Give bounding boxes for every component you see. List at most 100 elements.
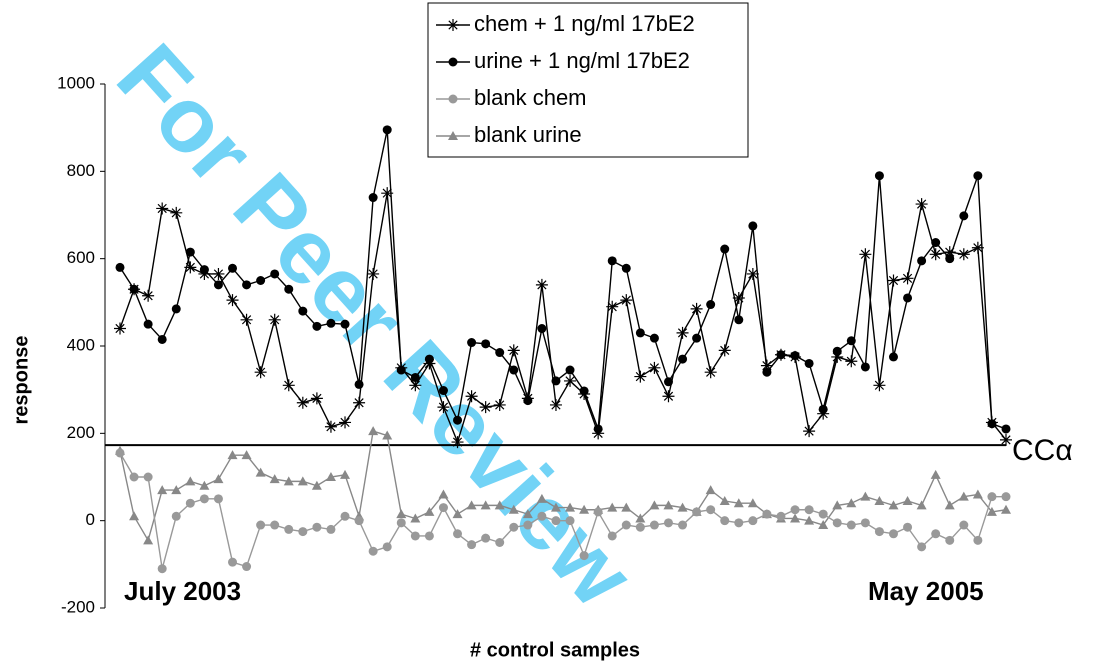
marker bbox=[480, 500, 491, 510]
marker bbox=[592, 427, 605, 440]
marker bbox=[874, 496, 885, 506]
marker bbox=[957, 248, 970, 261]
marker bbox=[226, 294, 239, 307]
marker bbox=[381, 187, 394, 200]
marker bbox=[690, 302, 703, 315]
annotation: July 2003 bbox=[124, 576, 241, 606]
marker bbox=[663, 500, 674, 510]
marker bbox=[873, 379, 886, 392]
marker bbox=[142, 289, 155, 302]
marker bbox=[537, 511, 547, 521]
marker bbox=[115, 262, 125, 272]
marker bbox=[157, 334, 167, 344]
marker bbox=[298, 306, 308, 316]
legend-marker bbox=[448, 94, 458, 104]
marker bbox=[395, 361, 408, 374]
marker bbox=[985, 416, 998, 429]
marker bbox=[719, 496, 730, 506]
marker bbox=[481, 533, 491, 543]
marker bbox=[818, 520, 829, 530]
marker bbox=[706, 505, 716, 515]
marker bbox=[536, 493, 547, 503]
marker bbox=[621, 502, 632, 512]
marker bbox=[157, 485, 168, 495]
marker bbox=[254, 366, 267, 379]
marker bbox=[452, 509, 463, 519]
marker bbox=[564, 374, 577, 387]
marker bbox=[129, 472, 139, 482]
marker bbox=[465, 390, 478, 403]
y-tick-label: 600 bbox=[67, 248, 95, 267]
marker bbox=[185, 247, 195, 257]
marker bbox=[648, 361, 661, 374]
marker bbox=[760, 359, 773, 372]
marker bbox=[705, 485, 716, 495]
legend-label: blank urine bbox=[474, 122, 582, 147]
marker bbox=[269, 474, 280, 484]
marker bbox=[353, 396, 366, 409]
marker bbox=[649, 520, 659, 530]
annotation: May 2005 bbox=[868, 576, 984, 606]
marker bbox=[270, 269, 280, 279]
marker bbox=[607, 531, 617, 541]
marker bbox=[678, 354, 688, 364]
marker bbox=[971, 241, 984, 254]
marker bbox=[662, 390, 675, 403]
marker bbox=[692, 507, 702, 517]
marker bbox=[606, 300, 619, 313]
marker bbox=[635, 522, 645, 532]
marker bbox=[649, 500, 660, 510]
marker bbox=[437, 401, 450, 414]
marker bbox=[887, 274, 900, 287]
marker bbox=[746, 267, 759, 280]
marker bbox=[410, 531, 420, 541]
y-tick-label: 1000 bbox=[57, 73, 95, 92]
threshold-label: CCα bbox=[1012, 434, 1073, 467]
marker bbox=[874, 171, 884, 181]
marker bbox=[959, 520, 969, 530]
marker bbox=[466, 500, 477, 510]
y-tick-label: 800 bbox=[67, 161, 95, 180]
marker bbox=[846, 520, 856, 530]
marker bbox=[213, 280, 223, 290]
marker bbox=[326, 524, 336, 534]
marker bbox=[621, 520, 631, 530]
marker bbox=[733, 498, 744, 508]
marker bbox=[817, 407, 830, 420]
marker bbox=[734, 315, 744, 325]
marker bbox=[874, 527, 884, 537]
marker bbox=[171, 304, 181, 314]
marker bbox=[888, 352, 898, 362]
marker bbox=[382, 125, 392, 135]
marker bbox=[185, 498, 195, 508]
marker bbox=[846, 498, 857, 508]
marker bbox=[1001, 424, 1011, 434]
marker bbox=[396, 509, 407, 519]
marker bbox=[312, 321, 322, 331]
marker bbox=[888, 529, 898, 539]
marker bbox=[423, 357, 436, 370]
marker bbox=[748, 221, 758, 231]
marker bbox=[368, 193, 378, 203]
y-tick-label: 0 bbox=[86, 510, 95, 529]
series-line bbox=[119, 452, 1006, 569]
marker bbox=[706, 300, 716, 310]
marker bbox=[678, 520, 688, 530]
marker bbox=[270, 520, 280, 530]
marker bbox=[368, 426, 379, 436]
marker bbox=[831, 350, 844, 363]
legend-box bbox=[427, 2, 749, 158]
marker bbox=[115, 448, 125, 458]
marker bbox=[931, 529, 941, 539]
marker bbox=[720, 516, 730, 526]
marker bbox=[959, 211, 969, 221]
marker bbox=[929, 248, 942, 261]
marker bbox=[451, 436, 464, 449]
marker bbox=[227, 450, 238, 460]
legend-label: chem + 1 ng/ml 17bE2 bbox=[474, 11, 695, 36]
marker bbox=[958, 491, 969, 501]
marker bbox=[832, 500, 843, 510]
marker bbox=[156, 202, 169, 215]
marker bbox=[256, 520, 266, 530]
